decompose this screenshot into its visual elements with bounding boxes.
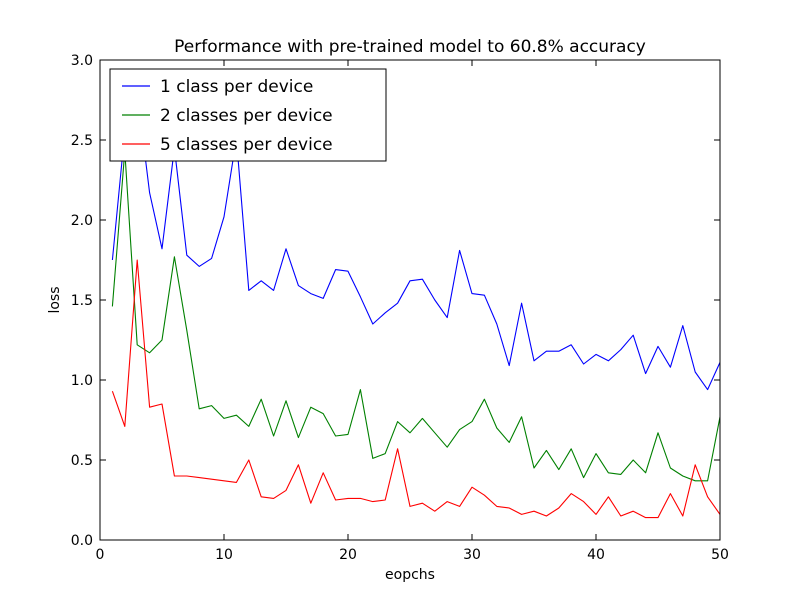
x-tick-label: 10 [215,547,233,563]
series-line-2 [111,150,720,482]
x-tick-label: 30 [463,547,481,563]
y-tick-label: 1.5 [71,293,93,309]
series-line-1 [111,91,720,391]
y-tick-label: 0.0 [71,533,93,549]
legend-label-3: 5 classes per device [160,135,333,155]
legend-items: 1 class per device 2 classes per device 5 … [122,77,333,155]
x-tick-label: 40 [587,547,605,563]
legend-label-1: 1 class per device [160,77,313,97]
series-layer [111,91,720,519]
x-tick-label: 0 [96,547,105,563]
x-tick-label: 20 [339,547,357,563]
y-tick-label: 2.5 [71,133,93,149]
x-axis-label: eopchs [385,567,435,583]
legend-label-2: 2 classes per device [160,106,333,126]
tick-layer: 0 10 20 30 40 50 0.0 0.5 1.0 1.5 2.0 2.5 3.0 [71,53,729,563]
y-axis-label: loss [47,286,63,313]
y-tick-label: 3.0 [71,53,93,69]
x-tick-label: 50 [711,547,729,563]
y-tick-label: 1.0 [71,373,93,389]
chart-title: Performance with pre-trained model to 60… [174,37,646,57]
y-tick-label: 0.5 [71,453,93,469]
legend: 1 class per device 2 classes per device 5 … [109,68,387,162]
y-tick-label: 2.0 [71,213,93,229]
series-line-3 [111,259,720,519]
legend-box [109,68,387,162]
plot-frame [99,59,721,541]
